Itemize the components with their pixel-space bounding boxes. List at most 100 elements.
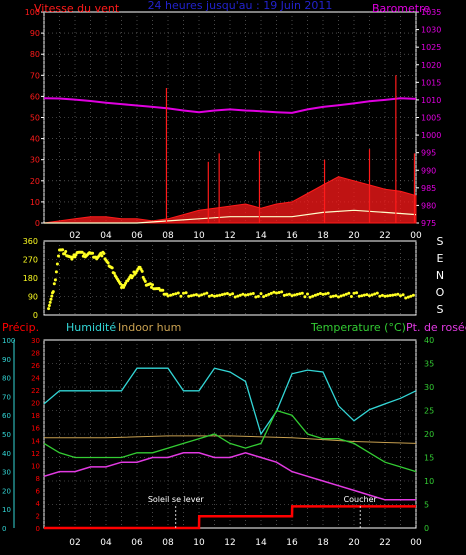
- wind-direction-tick: 90: [28, 293, 38, 302]
- wind-direction-point: [287, 292, 291, 296]
- wind-direction-point: [244, 293, 247, 297]
- wind-direction-point: [344, 292, 348, 296]
- time-tick-bottom: 12: [224, 538, 235, 548]
- temperature-tick: 5: [424, 501, 429, 510]
- precipitation-tick: 0: [36, 525, 40, 533]
- wind-direction-point: [318, 292, 322, 295]
- wind-direction-point: [267, 292, 271, 296]
- wind-speed-tick: 10: [30, 198, 40, 207]
- wind-direction-tick: 0: [33, 311, 38, 320]
- wind-direction-point: [391, 293, 395, 297]
- precipitation-tick: 26: [31, 362, 40, 370]
- wind-direction-point: [207, 294, 211, 298]
- wind-direction-point: [91, 251, 95, 255]
- wind-direction-point: [313, 293, 317, 297]
- temperature-tick: 15: [424, 454, 434, 463]
- wind-direction-point: [106, 261, 110, 265]
- time-tick-bottom: 04: [100, 538, 112, 548]
- wind-direction-point: [409, 294, 413, 298]
- humidity-tick: 0: [2, 525, 6, 533]
- compass-label: O: [436, 286, 445, 299]
- temperature-tick: 40: [424, 336, 434, 345]
- wind-direction-point: [282, 293, 286, 297]
- wind-direction-point: [169, 293, 173, 297]
- wind-direction-point: [269, 291, 273, 295]
- wind-direction-point: [349, 295, 353, 298]
- time-tick-top: 18: [317, 231, 329, 241]
- wind-direction-tick: 270: [23, 256, 38, 265]
- time-tick-bottom: 14: [255, 538, 267, 548]
- time-tick-top: 22: [379, 231, 390, 241]
- time-tick-top: 12: [224, 231, 235, 241]
- wind-direction-point: [223, 292, 227, 296]
- wind-speed-area: [43, 176, 417, 224]
- wind-speed-tick: 50: [30, 114, 40, 123]
- temperature-axis: 0 5 10 15 20 25 30 35 40: [424, 336, 434, 533]
- wind-speed-tick: 30: [30, 156, 40, 165]
- wind-direction-point: [347, 291, 351, 295]
- time-tick-bottom: 22: [379, 538, 390, 548]
- chart-title: 24 heures jusqu'au : 19 Juin 2011: [148, 0, 333, 12]
- wind-direction-point: [241, 292, 245, 296]
- wind-direction-point: [254, 295, 258, 299]
- barometer-tick: 1005: [421, 114, 441, 123]
- wind-direction-point: [411, 293, 415, 297]
- humidity-tick: 20: [2, 487, 11, 495]
- dewpoint-label: Pt. de rosée: [406, 321, 466, 334]
- wind-direction-point: [131, 274, 135, 278]
- wind-direction-point: [140, 269, 144, 273]
- wind-direction-point: [370, 293, 374, 297]
- indoor-humidity-label: Indoor hum: [118, 321, 181, 334]
- wind-direction-point: [150, 285, 153, 289]
- wind-direction-point: [213, 294, 216, 298]
- wind-direction-point: [110, 266, 114, 270]
- wind-direction-point: [112, 271, 116, 275]
- barometer-tick: 995: [421, 149, 436, 158]
- wind-direction-point: [306, 292, 309, 296]
- barometer-axis: 975 980 985 990 995 1000 1005 1010 1015 1020 1025 1…: [416, 8, 441, 228]
- wind-direction-point: [47, 304, 51, 307]
- compass-label: S: [437, 303, 444, 316]
- wind-direction-point: [357, 294, 361, 298]
- wind-direction-point: [218, 293, 222, 297]
- temp-humidity-grid: [43, 340, 417, 528]
- wind-direction-point: [300, 291, 304, 295]
- wind-direction-point: [50, 294, 54, 298]
- barometer-tick: 975: [421, 219, 436, 228]
- wind-direction-point: [51, 290, 55, 294]
- time-tick-top: 08: [162, 231, 174, 241]
- time-tick-bottom: 20: [348, 538, 360, 548]
- wind-direction-point: [200, 293, 204, 297]
- wind-direction-point: [406, 295, 410, 299]
- wind-direction-point: [401, 293, 405, 297]
- humidity-tick: 60: [2, 412, 11, 420]
- humidity-tick: 90: [2, 356, 11, 364]
- wind-direction-point: [303, 295, 307, 299]
- barometer-tick: 1035: [421, 8, 441, 17]
- precipitation-tick: 10: [31, 462, 40, 470]
- temperature-line: [43, 409, 417, 473]
- wind-direction-point: [246, 293, 250, 297]
- wind-direction-point: [368, 294, 371, 298]
- wind-direction-point: [388, 294, 392, 297]
- sun-annotations: Soleil se lever Coucher: [148, 495, 378, 528]
- wind-speed-tick: 20: [30, 177, 40, 186]
- wind-direction-series: [47, 248, 415, 311]
- wind-speed-tick: 60: [30, 92, 40, 101]
- time-tick-bottom: 00: [410, 538, 422, 548]
- wind-direction-point: [189, 294, 193, 298]
- wind-direction-point: [290, 294, 294, 298]
- humidity-tick: 80: [2, 375, 11, 383]
- wind-direction-axis: 0 90 180 270 360: [23, 237, 38, 320]
- wind-direction-point: [161, 288, 165, 292]
- humidity-label: Humidité: [66, 321, 116, 334]
- wind-direction-point: [233, 295, 237, 299]
- wind-direction-point: [277, 291, 281, 294]
- wind-direction-point: [82, 252, 86, 256]
- dewpoint-line: [43, 452, 416, 501]
- time-tick-top: 20: [348, 231, 360, 241]
- wind-direction-point: [316, 292, 320, 296]
- wind-direction-point: [48, 300, 52, 304]
